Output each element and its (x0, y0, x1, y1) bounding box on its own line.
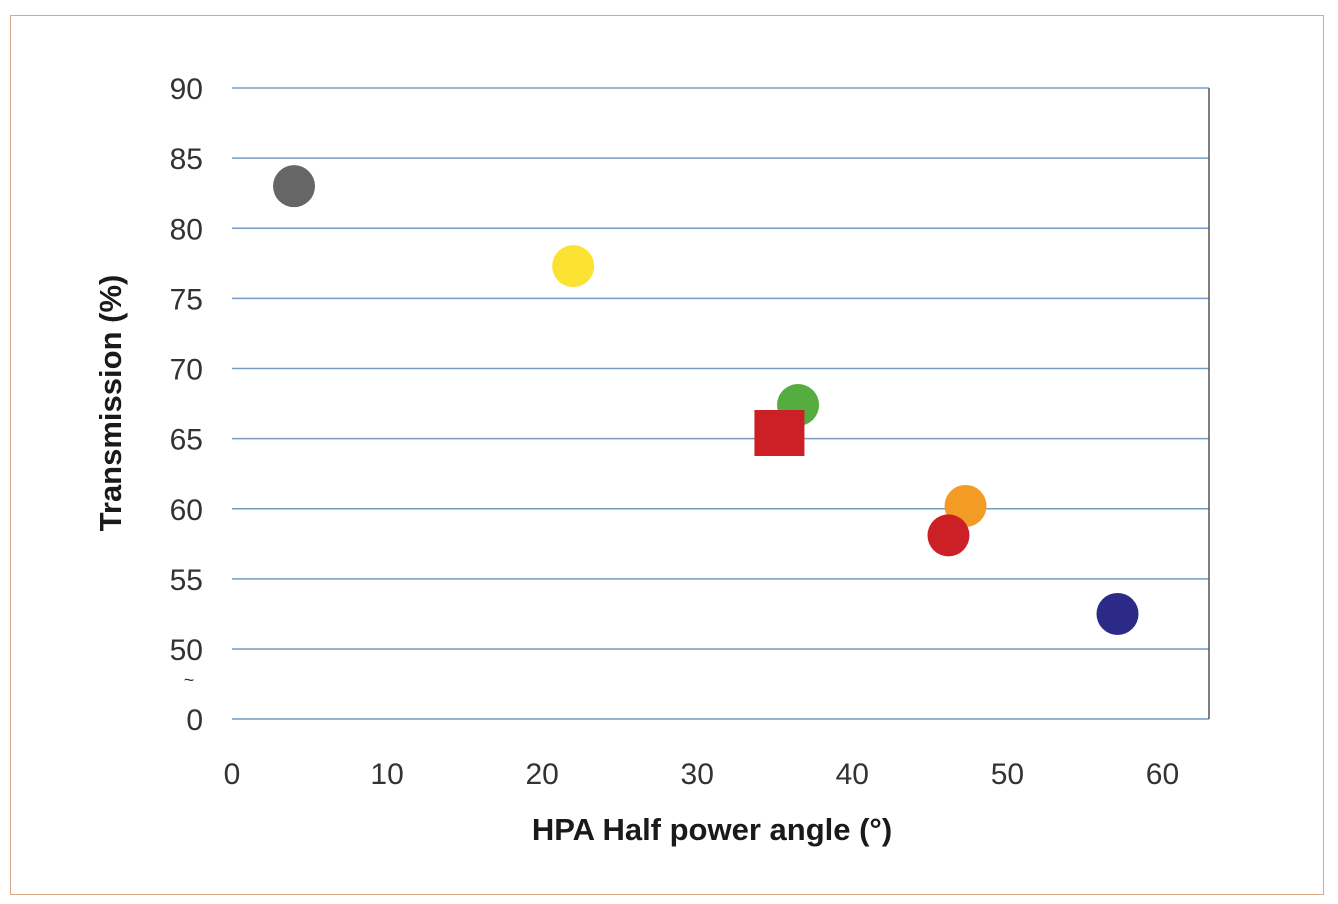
gridlines (232, 87, 1209, 720)
y-tick-label: 60 (170, 494, 203, 527)
x-tick-label: 60 (1146, 758, 1179, 791)
data-point (1096, 592, 1139, 635)
y-tick-label: 70 (170, 354, 203, 387)
y-axis-title: Transmission (%) (93, 275, 128, 532)
y-tick-label: 55 (170, 564, 203, 597)
data-points (273, 165, 1139, 635)
data-point (552, 245, 595, 288)
y-axis-break-mark: ~ (184, 670, 195, 690)
x-tick-label: 0 (224, 758, 241, 791)
x-tick-label: 40 (836, 758, 869, 791)
data-point (273, 165, 316, 208)
chart-frame (10, 15, 1324, 895)
y-tick-label: 65 (170, 424, 203, 457)
x-tick-label: 20 (525, 758, 558, 791)
x-tick-label: 50 (991, 758, 1024, 791)
x-axis-title: HPA Half power angle (°) (532, 812, 892, 847)
y-tick-label: 80 (170, 213, 203, 246)
y-tick-label: 0 (186, 704, 203, 737)
y-tick-labels: 90 85 80 75 70 65 60 55 50 0 (170, 73, 203, 737)
y-tick-label: 85 (170, 143, 203, 176)
y-tick-label: 50 (170, 634, 203, 667)
y-tick-label: 90 (170, 73, 203, 106)
y-tick-label: 75 (170, 283, 203, 316)
x-tick-label: 10 (370, 758, 403, 791)
x-tick-label: 30 (681, 758, 714, 791)
data-point (927, 514, 970, 557)
data-point-square (754, 410, 805, 457)
x-tick-labels: 0 10 20 30 40 50 60 (224, 758, 1180, 791)
